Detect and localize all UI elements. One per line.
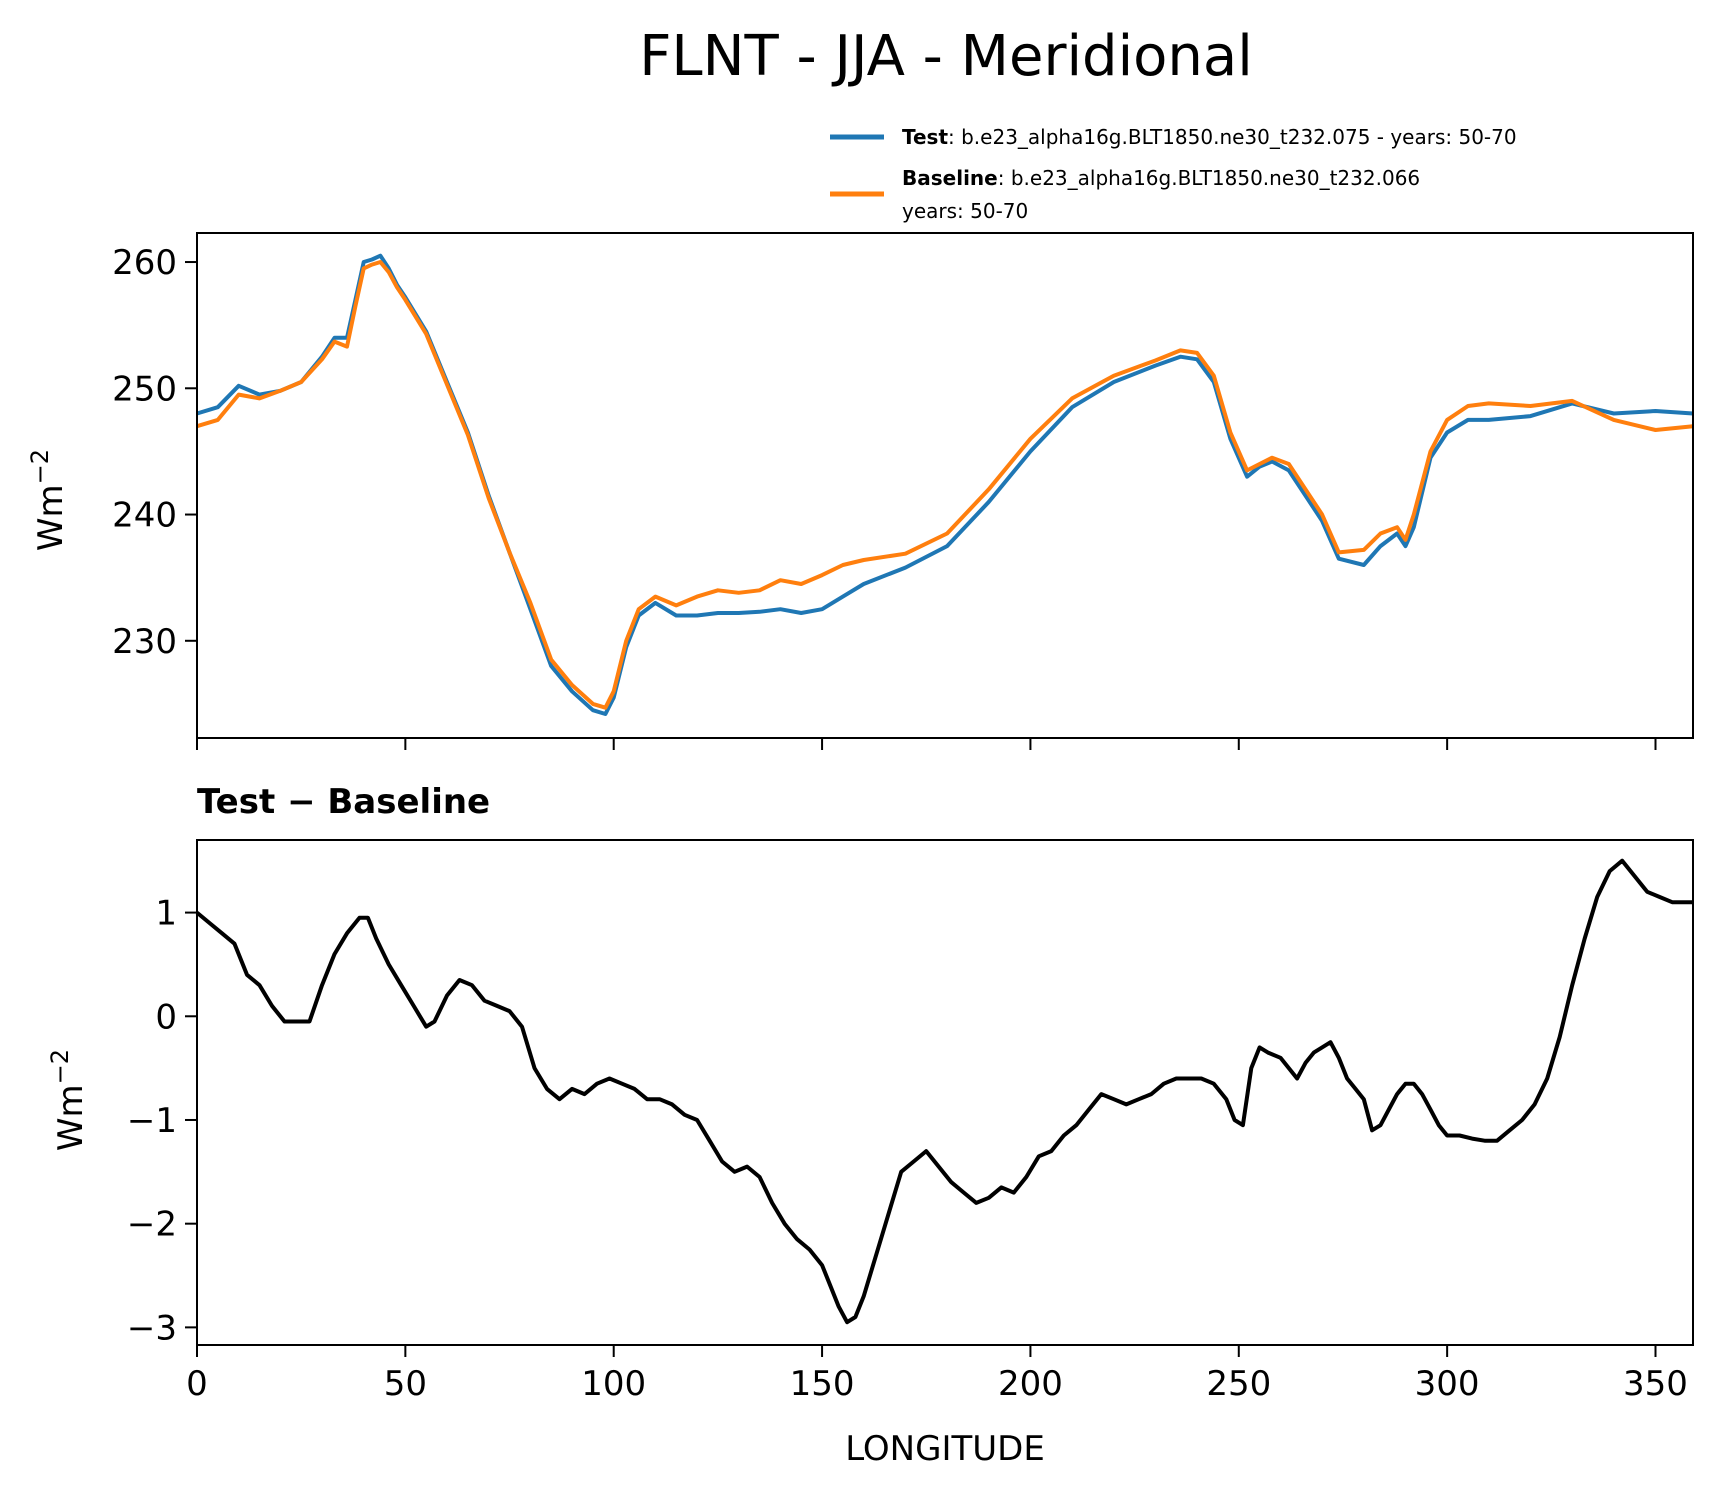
test-series-line bbox=[196, 253, 1694, 716]
difference-series-line bbox=[195, 858, 1693, 1325]
bottom-y-axis-label: Wm−2 bbox=[46, 1049, 91, 1151]
bottom-x-ticks: 0 50 100 150 200 250 300 350 bbox=[186, 1345, 1688, 1404]
top-x-ticks bbox=[196, 738, 1657, 750]
top-y-ticks: 230 240 250 260 bbox=[112, 243, 197, 662]
legend-baseline-text: : b.e23_alpha16g.BLT1850.ne30_t232.066 bbox=[998, 166, 1420, 190]
top-panel: Wm−2 230 240 250 260 bbox=[26, 232, 1694, 750]
top-y-axis-label: Wm−2 bbox=[26, 449, 71, 551]
top-y-tick-label: 240 bbox=[112, 496, 177, 536]
legend-test-label: Test bbox=[902, 125, 948, 149]
x-axis-label: LONGITUDE bbox=[845, 1429, 1045, 1469]
bottom-y-tick-label: −1 bbox=[127, 1101, 177, 1141]
bottom-series-group bbox=[195, 858, 1693, 1325]
bottom-x-tick-label: 100 bbox=[581, 1364, 646, 1404]
bottom-x-tick-label: 250 bbox=[1206, 1364, 1271, 1404]
top-y-tick-label: 260 bbox=[112, 243, 177, 283]
top-y-axis-label-base: Wm bbox=[31, 484, 71, 551]
top-y-axis-label-sup: −2 bbox=[26, 449, 54, 484]
legend: Test: b.e23_alpha16g.BLT1850.ne30_t232.0… bbox=[830, 125, 1517, 223]
baseline-series-line bbox=[196, 260, 1694, 710]
top-series-group bbox=[196, 253, 1694, 716]
bottom-x-tick-label: 350 bbox=[1623, 1364, 1688, 1404]
bottom-y-axis-label-sup: −2 bbox=[46, 1049, 74, 1084]
legend-baseline-entry: Baseline: b.e23_alpha16g.BLT1850.ne30_t2… bbox=[902, 166, 1420, 190]
legend-test-text: : b.e23_alpha16g.BLT1850.ne30_t232.075 -… bbox=[948, 125, 1517, 149]
bottom-y-tick-label: 1 bbox=[155, 894, 177, 934]
bottom-x-tick-label: 50 bbox=[384, 1364, 427, 1404]
bottom-y-tick-label: −3 bbox=[127, 1308, 177, 1348]
legend-test-entry: Test: b.e23_alpha16g.BLT1850.ne30_t232.0… bbox=[902, 125, 1517, 149]
bottom-y-tick-label: 0 bbox=[155, 997, 177, 1037]
top-y-tick-label: 230 bbox=[112, 622, 177, 662]
top-y-tick-label: 250 bbox=[112, 369, 177, 409]
bottom-y-ticks: −3 −2 −1 0 1 bbox=[127, 894, 197, 1348]
bottom-x-tick-label: 150 bbox=[790, 1364, 855, 1404]
difference-panel-title: Test − Baseline bbox=[197, 782, 490, 822]
chart-title: FLNT - JJA - Meridional bbox=[639, 24, 1253, 89]
legend-baseline-label: Baseline bbox=[902, 166, 998, 190]
legend-baseline-text-2: years: 50-70 bbox=[902, 199, 1028, 223]
top-plot-frame bbox=[196, 232, 1694, 739]
bottom-plot-frame bbox=[196, 839, 1694, 1346]
bottom-x-tick-label: 300 bbox=[1415, 1364, 1480, 1404]
bottom-y-tick-label: −2 bbox=[127, 1205, 177, 1245]
bottom-y-axis-label-base: Wm bbox=[51, 1084, 91, 1151]
bottom-x-tick-label: 200 bbox=[998, 1364, 1063, 1404]
bottom-panel: Test − Baseline Wm−2 −3−2−101 0 50 100 150 2… bbox=[46, 782, 1694, 1469]
bottom-x-tick-label: 0 bbox=[186, 1364, 208, 1404]
